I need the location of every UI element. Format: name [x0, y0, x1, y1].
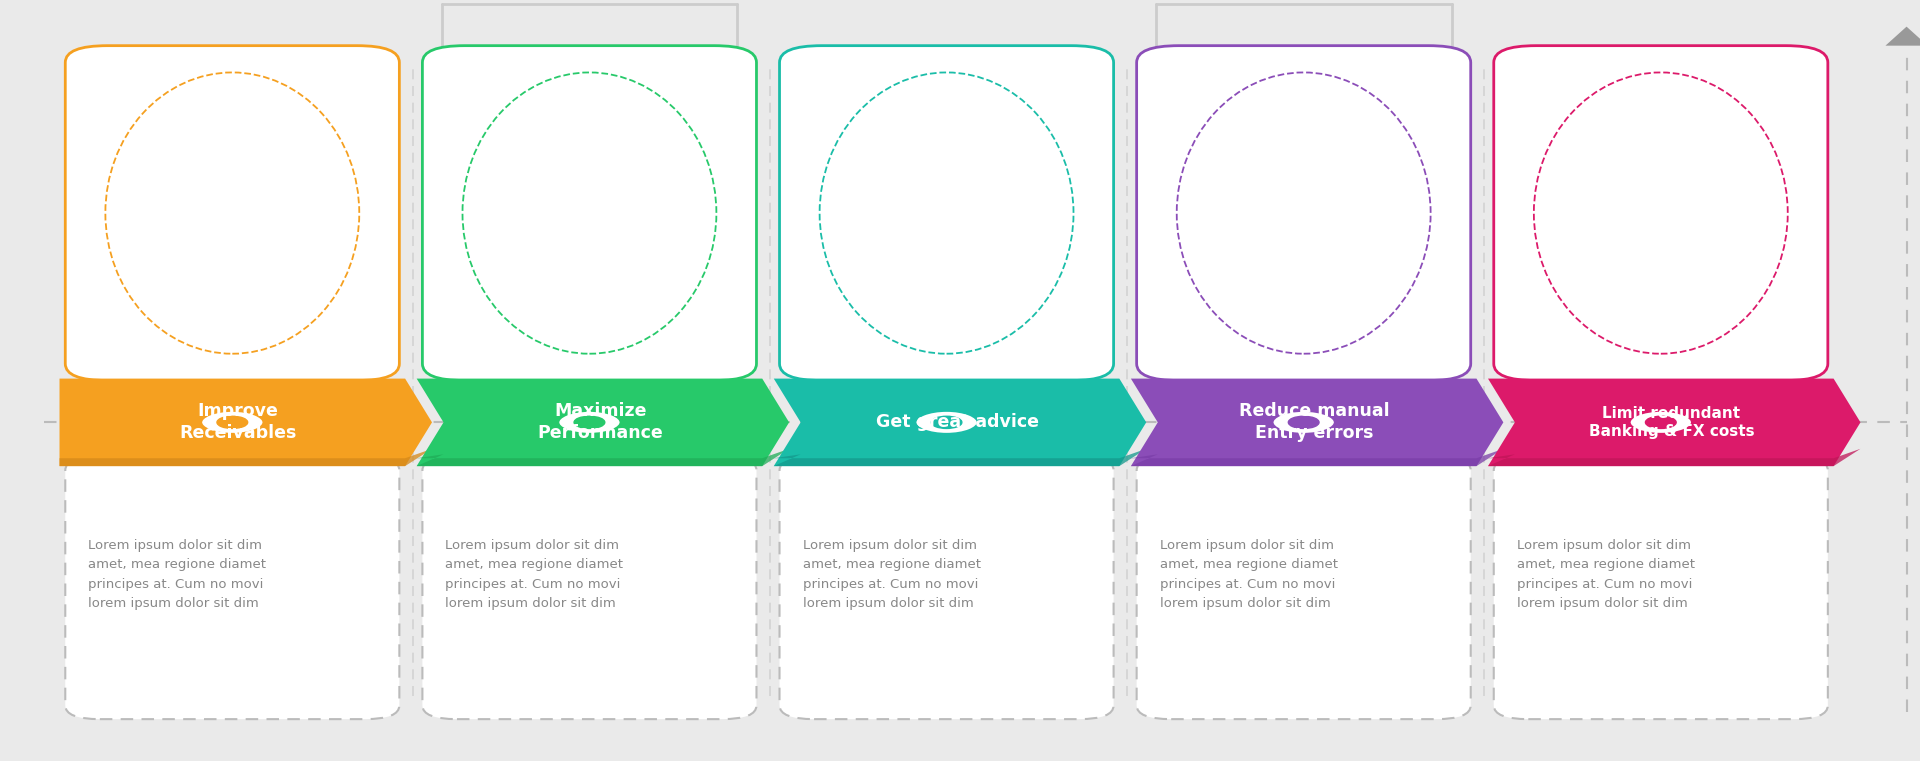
Text: Lorem ipsum dolor sit dim
amet, mea regione diamet
principes at. Cum no movi
lor: Lorem ipsum dolor sit dim amet, mea regi…: [1517, 539, 1695, 610]
Polygon shape: [1131, 378, 1503, 466]
Circle shape: [1645, 416, 1676, 428]
FancyBboxPatch shape: [1137, 457, 1471, 719]
Polygon shape: [1488, 378, 1860, 466]
Text: Lorem ipsum dolor sit dim
amet, mea regione diamet
principes at. Cum no movi
lor: Lorem ipsum dolor sit dim amet, mea regi…: [803, 539, 981, 610]
Text: Improve
Receivables: Improve Receivables: [179, 403, 296, 442]
Polygon shape: [417, 449, 789, 466]
Circle shape: [574, 416, 605, 428]
Polygon shape: [1488, 449, 1860, 466]
FancyBboxPatch shape: [65, 46, 399, 380]
FancyBboxPatch shape: [1494, 46, 1828, 380]
FancyBboxPatch shape: [422, 46, 756, 380]
Polygon shape: [1885, 27, 1920, 46]
Circle shape: [1271, 409, 1336, 435]
Circle shape: [200, 409, 265, 435]
FancyBboxPatch shape: [780, 457, 1114, 719]
Text: Lorem ipsum dolor sit dim
amet, mea regione diamet
principes at. Cum no movi
lor: Lorem ipsum dolor sit dim amet, mea regi…: [445, 539, 624, 610]
Circle shape: [557, 409, 622, 435]
FancyBboxPatch shape: [65, 457, 399, 719]
Polygon shape: [1131, 449, 1503, 466]
Text: Get great advice: Get great advice: [876, 413, 1039, 431]
Text: Limit redundant
Banking & FX costs: Limit redundant Banking & FX costs: [1588, 406, 1755, 439]
Text: Lorem ipsum dolor sit dim
amet, mea regione diamet
principes at. Cum no movi
lor: Lorem ipsum dolor sit dim amet, mea regi…: [88, 539, 267, 610]
Text: Maximize
Performance: Maximize Performance: [538, 403, 662, 442]
Circle shape: [217, 416, 248, 428]
FancyBboxPatch shape: [780, 46, 1114, 380]
Circle shape: [931, 416, 962, 428]
Polygon shape: [774, 378, 1146, 466]
Polygon shape: [417, 378, 789, 466]
Polygon shape: [60, 378, 432, 466]
Polygon shape: [60, 449, 432, 466]
Circle shape: [914, 409, 979, 435]
Polygon shape: [774, 449, 1146, 466]
FancyBboxPatch shape: [1494, 457, 1828, 719]
Text: Lorem ipsum dolor sit dim
amet, mea regione diamet
principes at. Cum no movi
lor: Lorem ipsum dolor sit dim amet, mea regi…: [1160, 539, 1338, 610]
Circle shape: [1288, 416, 1319, 428]
Circle shape: [1628, 409, 1693, 435]
FancyBboxPatch shape: [422, 457, 756, 719]
Text: Reduce manual
Entry errors: Reduce manual Entry errors: [1238, 403, 1390, 442]
FancyBboxPatch shape: [1137, 46, 1471, 380]
